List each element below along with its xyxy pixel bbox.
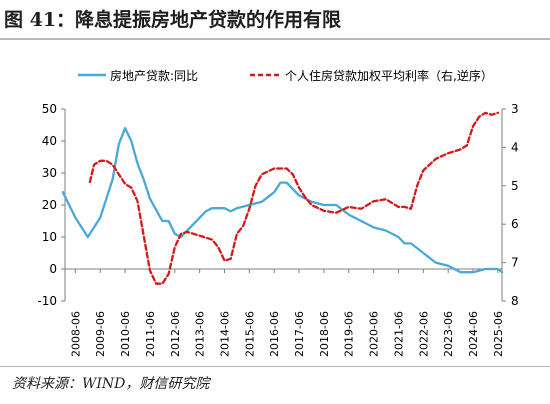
- axes: 50 40 30 20 10 0 -10 3 4 5 6 7 8 2008-06 2009-06 2010-0…: [37, 102, 518, 357]
- series-line-mortgage-rate: [88, 111, 500, 285]
- chart-area: 房地产贷款:同比 个人住房贷款加权平均利率（右,逆序） 50 40 30 20 10 0 -…: [37, 68, 518, 357]
- right-tick-label: 6: [511, 217, 519, 231]
- left-tick-label: 50: [42, 102, 57, 116]
- left-tick-label: 30: [42, 166, 57, 180]
- series-line-loan-growth: [61, 127, 504, 274]
- left-tick-label: 40: [42, 134, 57, 148]
- right-tick-label: 3: [511, 102, 519, 116]
- legend-label-loan-growth: 房地产贷款:同比: [110, 68, 198, 83]
- left-tick-label: 10: [42, 230, 57, 244]
- x-tick-label: 2014-06: [218, 311, 231, 357]
- title-divider: [0, 38, 550, 40]
- left-tick-label: -10: [37, 294, 57, 308]
- source-note: 资料来源：WIND，财信研究院: [12, 376, 210, 392]
- x-tick-label: 2009-06: [94, 311, 107, 357]
- x-tick-label: 2021-06: [392, 311, 405, 357]
- right-tick-label: 4: [511, 140, 519, 154]
- x-tick-label: 2019-06: [343, 311, 356, 357]
- chart-title: 图 41：降息提振房地产贷款的作用有限: [4, 9, 342, 31]
- x-tick-label: 2012-06: [169, 311, 182, 357]
- legend-label-mortgage-rate: 个人住房贷款加权平均利率（右,逆序）: [285, 68, 493, 83]
- x-tick-label: 2018-06: [318, 311, 331, 357]
- left-tick-label: 20: [42, 198, 57, 212]
- x-tick-label: 2015-06: [243, 311, 256, 357]
- x-tick-label: 2024-06: [467, 311, 480, 357]
- x-tick-label: 2013-06: [194, 311, 207, 357]
- series-lines: [61, 111, 504, 285]
- x-tick-label: 2017-06: [293, 311, 306, 357]
- x-tick-label: 2010-06: [119, 311, 132, 357]
- x-tick-label: 2022-06: [417, 311, 430, 357]
- left-tick-label: 0: [49, 262, 57, 276]
- right-tick-label: 7: [511, 256, 519, 270]
- source-divider: [0, 366, 550, 367]
- x-tick-label: 2023-06: [442, 311, 455, 357]
- right-tick-label: 5: [511, 179, 519, 193]
- x-tick-label: 2016-06: [268, 311, 281, 357]
- x-tick-label: 2025-06: [492, 311, 505, 357]
- legend: 房地产贷款:同比 个人住房贷款加权平均利率（右,逆序）: [78, 68, 493, 83]
- x-tick-label: 2011-06: [144, 311, 157, 357]
- right-tick-label: 8: [511, 294, 519, 308]
- x-tick-label: 2008-06: [69, 311, 82, 357]
- x-tick-label: 2020-06: [368, 311, 381, 357]
